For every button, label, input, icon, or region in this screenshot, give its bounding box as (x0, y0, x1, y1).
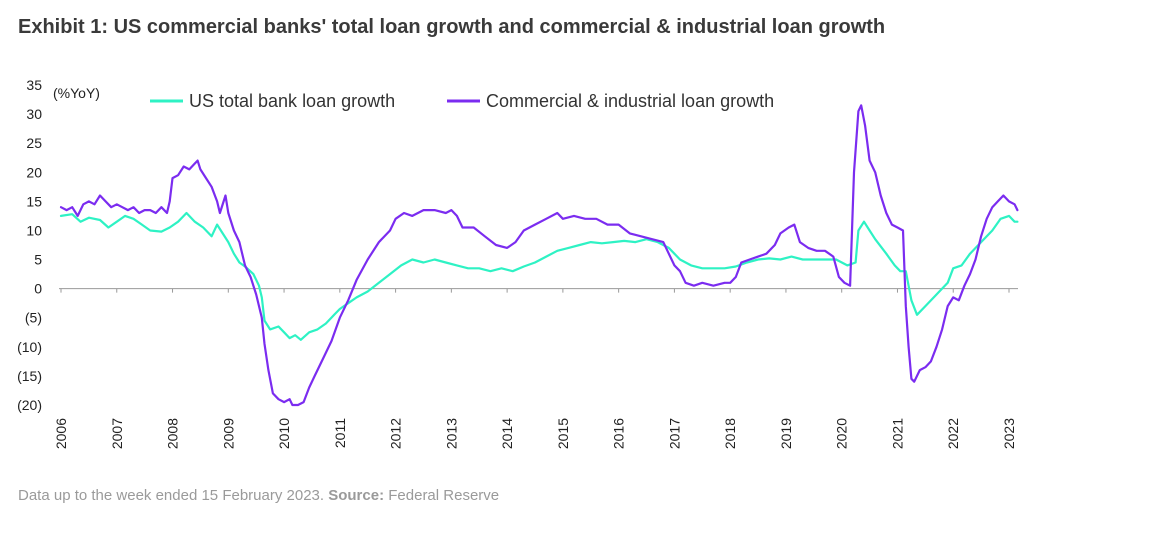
y-axis: 35 30 25 20 15 10 5 0 (5) (10) (15) (20) (17, 77, 42, 413)
legend: US total bank loan growth Commercial & in… (150, 91, 774, 111)
y-tick-label: 15 (26, 193, 42, 209)
x-axis: 2006 2007 2008 2009 2010 2011 2012 2013 2014 2015… (53, 288, 1017, 449)
x-tick-label: 2009 (220, 418, 236, 449)
x-tick-label: 2022 (945, 418, 961, 449)
x-tick-label: 2020 (834, 418, 850, 449)
x-tick-label: 2008 (165, 418, 181, 449)
y-tick-label: (15) (17, 368, 42, 384)
y-tick-label: 20 (26, 164, 42, 180)
y-tick-label: 0 (34, 281, 42, 297)
x-tick-label: 2015 (555, 418, 571, 449)
ci-series-line (59, 104, 1019, 407)
x-tick-label: 2010 (276, 418, 292, 449)
y-tick-label: (10) (17, 339, 42, 355)
x-tick-label: 2011 (332, 418, 348, 448)
ci-legend-label: Commercial & industrial loan growth (486, 91, 774, 111)
y-tick-label: 35 (26, 77, 42, 93)
source-label: Source: (328, 487, 385, 504)
y-tick-label: (5) (25, 310, 42, 326)
y-tick-label: 30 (26, 106, 42, 122)
y-axis-unit-label: (%YoY) (53, 85, 100, 101)
total-series-line (59, 211, 1019, 341)
x-tick-label: 2007 (109, 418, 125, 449)
x-tick-label: 2014 (499, 418, 515, 449)
x-tick-label: 2017 (666, 418, 682, 449)
x-tick-label: 2023 (1001, 418, 1017, 449)
footer-note: Data up to the week ended 15 February 20… (18, 487, 499, 504)
total-legend-label: US total bank loan growth (189, 91, 395, 111)
source-name: Federal Reserve (388, 487, 500, 504)
x-tick-label: 2021 (889, 418, 905, 449)
x-tick-label: 2012 (388, 418, 404, 449)
y-tick-label: (20) (17, 397, 42, 413)
x-tick-label: 2006 (53, 418, 69, 449)
chart-title: Exhibit 1: US commercial banks' total lo… (18, 16, 886, 38)
x-tick-label: 2019 (778, 418, 794, 449)
x-tick-label: 2018 (722, 418, 738, 449)
series-lines (59, 104, 1019, 407)
x-tick-label: 2016 (611, 418, 627, 449)
x-tick-label: 2013 (443, 418, 459, 449)
y-tick-label: 25 (26, 135, 42, 151)
y-tick-label: 10 (26, 222, 42, 238)
data-note: Data up to the week ended 15 February 20… (18, 487, 325, 504)
y-tick-label: 5 (34, 252, 42, 268)
